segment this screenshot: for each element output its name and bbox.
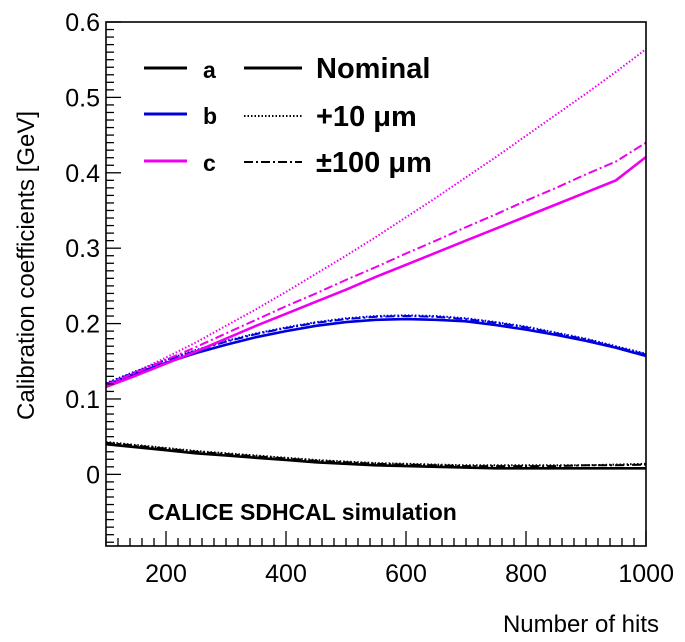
x-tick-label: 600 [385, 560, 427, 588]
y-axis: 0 0.1 0.2 0.3 0.4 0.5 0.6 [65, 9, 121, 543]
series-b-dashdot [105, 314, 647, 385]
series-c-dashdot [105, 141, 647, 386]
y-tick-label: 0.5 [65, 84, 100, 112]
y-tick-label: 0.4 [65, 160, 100, 188]
y-tick-label: 0.1 [65, 386, 100, 414]
series-a-dotted [105, 441, 647, 467]
x-tick-label: 1000 [618, 560, 674, 588]
x-tick-label: 200 [145, 560, 187, 588]
legend-label-c: c [203, 150, 216, 176]
series-c-dotted [105, 48, 647, 387]
y-axis-title: Calibration coefficients [GeV] [13, 111, 40, 420]
legend-label-pm100um: ±100 μm [316, 147, 432, 179]
y-tick-label: 0.2 [65, 311, 100, 339]
plot-area [105, 48, 647, 470]
simulation-annotation: CALICE SDHCAL simulation [148, 499, 457, 525]
series-b-dotted [105, 314, 647, 385]
plot-frame [105, 21, 647, 547]
series-a-dashdot [105, 441, 647, 468]
series-a-solid [105, 442, 646, 470]
legend: a b c Nominal +10 μm ±100 μm [144, 53, 432, 179]
x-tick-label: 800 [505, 560, 547, 588]
series-c-solid [105, 155, 647, 389]
legend-label-plus10um: +10 μm [316, 101, 417, 133]
x-axis: 200 400 600 800 1000 [105, 531, 674, 588]
x-tick-label: 400 [265, 560, 307, 588]
y-tick-label: 0.3 [65, 235, 100, 263]
y-tick-label: 0.6 [65, 9, 100, 37]
legend-label-nominal: Nominal [316, 53, 430, 85]
legend-label-b: b [203, 103, 217, 129]
y-tick-label: 0 [86, 461, 100, 489]
series-b-solid [105, 317, 647, 387]
legend-label-a: a [203, 57, 216, 83]
x-axis-title: Number of hits [503, 611, 659, 638]
